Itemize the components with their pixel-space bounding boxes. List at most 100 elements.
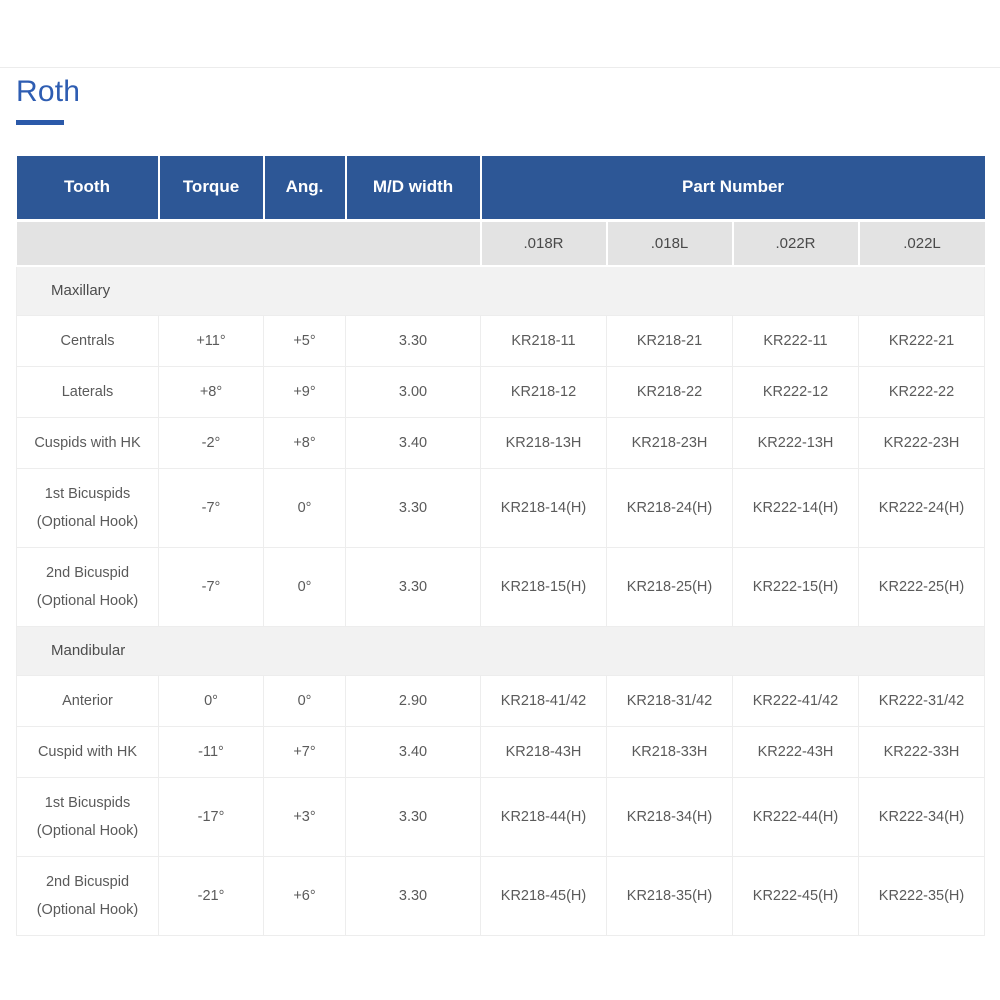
tooth-cell: Laterals [16, 365, 159, 418]
tooth-label-line: Cuspids with HK [34, 434, 141, 451]
subheader-empty-cell [16, 220, 482, 267]
part-number-cell-018l: KR218-25(H) [606, 546, 733, 627]
col-header-md-width: M/D width [345, 156, 482, 222]
torque-cell: -7° [158, 546, 264, 627]
part-number-cell-022l: KR222-21 [857, 314, 986, 367]
md-width-cell: 3.40 [345, 416, 481, 469]
tooth-label-line: (Optional Hook) [36, 822, 139, 839]
part-number-cell-018r: KR218-13H [480, 416, 607, 469]
part-number-cell-018r: KR218-45(H) [480, 855, 607, 936]
torque-cell: -21° [158, 855, 264, 936]
tooth-label-line: 2nd Bicuspid [45, 564, 130, 581]
part-number-cell-022l: KR222-35(H) [857, 855, 986, 936]
table-body: Maxillary Centrals +11° +5° 3.30 KR218-11 KR21… [15, 265, 986, 936]
section-label: Mandibular [15, 625, 986, 676]
md-width-cell: 3.00 [345, 365, 481, 418]
part-number-cell-018r: KR218-15(H) [480, 546, 607, 627]
part-number-cell-022r: KR222-44(H) [732, 776, 859, 857]
roth-spec-table: Tooth Torque Ang. M/D width Part Number … [15, 156, 986, 936]
ang-cell: +8° [263, 416, 346, 469]
part-number-cell-022r: KR222-13H [732, 416, 859, 469]
top-divider [0, 67, 1000, 68]
torque-cell: +11° [158, 314, 264, 367]
table-row-anterior: Anterior 0° 0° 2.90 KR218-41/42 KR218-31/42 KR… [16, 674, 986, 727]
part-number-cell-018l: KR218-21 [606, 314, 733, 367]
torque-cell: -11° [158, 725, 264, 778]
part-number-cell-022l: KR222-33H [857, 725, 986, 778]
part-number-cell-022r: KR222-43H [732, 725, 859, 778]
tooth-cell: Anterior [16, 674, 159, 727]
subheader-018l: .018L [606, 220, 734, 267]
part-number-cell-022r: KR222-11 [732, 314, 859, 367]
subheader-022l: .022L [858, 220, 985, 267]
torque-cell: 0° [158, 674, 264, 727]
content-area: Roth Tooth Torque Ang. M/D width Part Nu… [0, 74, 1000, 936]
ang-cell: 0° [263, 467, 346, 548]
table-row-centrals: Centrals +11° +5° 3.30 KR218-11 KR218-21 KR222… [16, 314, 986, 367]
col-header-ang: Ang. [263, 156, 347, 222]
torque-cell: -17° [158, 776, 264, 857]
md-width-cell: 3.30 [345, 855, 481, 936]
part-number-cell-018l: KR218-34(H) [606, 776, 733, 857]
table-row-1st-bicuspids: 1st Bicuspids (Optional Hook) -7° 0° 3.30 KR2… [16, 467, 986, 548]
tooth-label-line: 1st Bicuspids [44, 794, 131, 811]
part-number-cell-022r: KR222-14(H) [732, 467, 859, 548]
torque-cell: -2° [158, 416, 264, 469]
tooth-label-line: 1st Bicuspids [44, 485, 131, 502]
part-number-cell-022r: KR222-12 [732, 365, 859, 418]
tooth-label-line: (Optional Hook) [36, 901, 139, 918]
tooth-cell: 1st Bicuspids (Optional Hook) [16, 467, 159, 548]
part-number-cell-018l: KR218-33H [606, 725, 733, 778]
tooth-label-line: 2nd Bicuspid [45, 873, 130, 890]
part-number-cell-018l: KR218-35(H) [606, 855, 733, 936]
md-width-cell: 3.30 [345, 776, 481, 857]
tooth-label-line: (Optional Hook) [36, 592, 139, 609]
part-number-cell-022l: KR222-31/42 [857, 674, 986, 727]
part-number-cell-018r: KR218-44(H) [480, 776, 607, 857]
part-number-cell-018r: KR218-11 [480, 314, 607, 367]
tooth-label-line: Laterals [61, 383, 114, 400]
ang-cell: +6° [263, 855, 346, 936]
part-number-cell-018l: KR218-23H [606, 416, 733, 469]
md-width-cell: 3.30 [345, 314, 481, 367]
torque-cell: +8° [158, 365, 264, 418]
part-number-cell-018l: KR218-22 [606, 365, 733, 418]
table-row-cuspids-with-hk: Cuspids with HK -2° +8° 3.40 KR218-13H KR218-… [16, 416, 986, 469]
header-row: Tooth Torque Ang. M/D width Part Number [16, 156, 985, 222]
tooth-cell: 2nd Bicuspid (Optional Hook) [16, 546, 159, 627]
subheader-row: .018R .018L .022R .022L [16, 220, 985, 267]
table-row-1st-bicuspids: 1st Bicuspids (Optional Hook) -17° +3° 3.30 K… [16, 776, 986, 857]
part-number-cell-018r: KR218-43H [480, 725, 607, 778]
part-number-cell-018l: KR218-31/42 [606, 674, 733, 727]
tooth-label-line: (Optional Hook) [36, 513, 139, 530]
md-width-cell: 3.30 [345, 546, 481, 627]
tooth-cell: Cuspid with HK [16, 725, 159, 778]
md-width-cell: 2.90 [345, 674, 481, 727]
table-header: Tooth Torque Ang. M/D width Part Number … [16, 156, 985, 267]
part-number-cell-022l: KR222-25(H) [857, 546, 986, 627]
table-row-cuspid-with-hk: Cuspid with HK -11° +7° 3.40 KR218-43H KR218-… [16, 725, 986, 778]
title-underline [16, 120, 64, 125]
part-number-cell-018r: KR218-41/42 [480, 674, 607, 727]
table-row-laterals: Laterals +8° +9° 3.00 KR218-12 KR218-22 KR222-… [16, 365, 986, 418]
part-number-cell-022l: KR222-34(H) [857, 776, 986, 857]
ang-cell: 0° [263, 546, 346, 627]
section-label: Maxillary [15, 265, 986, 316]
col-header-part-number: Part Number [480, 156, 985, 222]
tooth-cell: 1st Bicuspids (Optional Hook) [16, 776, 159, 857]
col-header-tooth: Tooth [16, 156, 160, 222]
part-number-cell-018r: KR218-12 [480, 365, 607, 418]
table-row-2nd-bicuspid: 2nd Bicuspid (Optional Hook) -7° 0° 3.30 KR21… [16, 546, 986, 627]
ang-cell: +9° [263, 365, 346, 418]
tooth-cell: Cuspids with HK [16, 416, 159, 469]
part-number-cell-022l: KR222-24(H) [857, 467, 986, 548]
tooth-label-line: Anterior [62, 692, 113, 709]
md-width-cell: 3.40 [345, 725, 481, 778]
top-spacer [0, 0, 1000, 67]
md-width-cell: 3.30 [345, 467, 481, 548]
part-number-cell-022l: KR222-23H [857, 416, 986, 469]
tooth-cell: 2nd Bicuspid (Optional Hook) [16, 855, 159, 936]
table-row-2nd-bicuspid: 2nd Bicuspid (Optional Hook) -21° +6° 3.30 KR… [16, 855, 986, 936]
ang-cell: +7° [263, 725, 346, 778]
part-number-cell-018r: KR218-14(H) [480, 467, 607, 548]
